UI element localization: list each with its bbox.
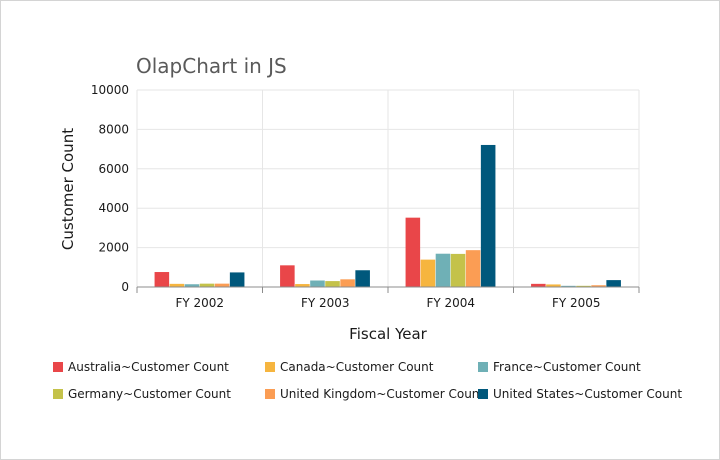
bar[interactable]	[546, 284, 561, 287]
bars-layer	[154, 144, 621, 288]
bar[interactable]	[480, 144, 496, 287]
y-tick-label: 10000	[91, 83, 129, 97]
bar[interactable]	[450, 253, 466, 287]
legend-item[interactable]: Canada~Customer Count	[265, 360, 434, 374]
x-tick-label: FY 2004	[426, 296, 475, 310]
bar[interactable]	[405, 217, 421, 287]
bar[interactable]	[169, 283, 185, 287]
bar[interactable]	[340, 279, 355, 287]
y-axis-title: Customer Count	[59, 128, 77, 250]
x-tick-label: FY 2005	[552, 296, 601, 310]
bar[interactable]	[295, 284, 310, 287]
legend-label: Australia~Customer Count	[68, 360, 229, 374]
legend-item[interactable]: Australia~Customer Count	[53, 360, 229, 374]
axis-layer: 0 2000 4000 6000 8000 10000 FY 2002 FY 2003 FY 2…	[91, 83, 640, 310]
bar[interactable]	[154, 272, 170, 287]
bar[interactable]	[465, 250, 481, 287]
bar[interactable]	[199, 283, 215, 287]
bar[interactable]	[325, 281, 340, 287]
legend-label: France~Customer Count	[493, 360, 641, 374]
bar[interactable]	[355, 270, 370, 287]
bar[interactable]	[531, 283, 546, 287]
legend-item[interactable]: Germany~Customer Count	[53, 387, 231, 401]
legend-swatch	[478, 389, 488, 399]
legend-label: Germany~Customer Count	[68, 387, 231, 401]
y-tick-label: 4000	[98, 201, 129, 215]
x-tick-label: FY 2002	[175, 296, 224, 310]
legend: Australia~Customer Count Canada~Customer …	[53, 360, 682, 401]
bar[interactable]	[184, 284, 200, 287]
x-axis-title: Fiscal Year	[349, 325, 427, 343]
legend-label: United States~Customer Count	[493, 387, 682, 401]
bar[interactable]	[435, 253, 451, 287]
bar[interactable]	[229, 272, 245, 287]
bar[interactable]	[606, 280, 621, 287]
legend-swatch	[265, 389, 275, 399]
bar[interactable]	[576, 285, 591, 287]
bar[interactable]	[310, 280, 325, 288]
bar[interactable]	[591, 285, 606, 287]
bar[interactable]	[561, 285, 576, 287]
legend-swatch	[265, 362, 275, 372]
legend-item[interactable]: United Kingdom~Customer Count	[265, 387, 484, 401]
legend-swatch	[53, 362, 63, 372]
legend-label: Canada~Customer Count	[280, 360, 434, 374]
x-tick-label: FY 2003	[301, 296, 350, 310]
y-tick-label: 2000	[98, 241, 129, 255]
y-tick-label: 6000	[98, 162, 129, 176]
bar[interactable]	[420, 259, 436, 287]
bar[interactable]	[214, 283, 230, 287]
grid-layer	[136, 89, 640, 287]
legend-item[interactable]: United States~Customer Count	[478, 387, 682, 401]
y-tick-label: 8000	[98, 122, 129, 136]
y-tick-label: 0	[121, 280, 129, 294]
legend-label: United Kingdom~Customer Count	[280, 387, 484, 401]
legend-swatch	[53, 389, 63, 399]
bar[interactable]	[280, 265, 295, 287]
chart-title: OlapChart in JS	[136, 54, 287, 78]
legend-item[interactable]: France~Customer Count	[478, 360, 641, 374]
legend-swatch	[478, 362, 488, 372]
